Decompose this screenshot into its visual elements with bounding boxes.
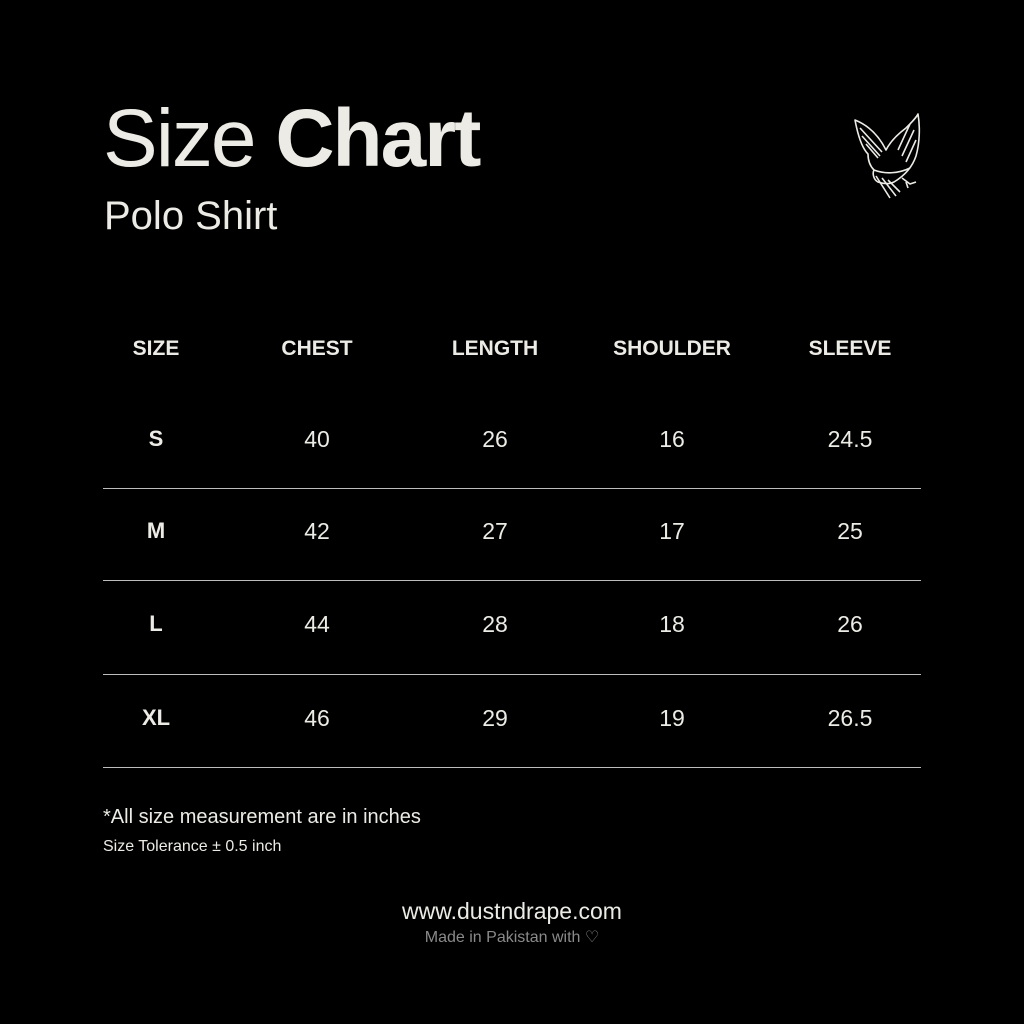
made-in-text: Made in Pakistan with ♡ [424, 929, 600, 946]
cell-sleeve: 26 [837, 611, 863, 637]
cell-size: L [149, 611, 163, 636]
header-length: LENGTH [451, 337, 539, 360]
units-note: *All size measurement are in inches [103, 806, 421, 828]
cell-chest: 42 [304, 518, 330, 544]
cell-chest: 46 [304, 705, 330, 731]
row-divider [103, 767, 921, 768]
page-title: Size Chart [103, 98, 481, 180]
header-size: SIZE [132, 337, 180, 360]
cell-sleeve: 25 [837, 518, 863, 544]
cell-shoulder: 16 [659, 426, 685, 452]
cell-length: 29 [482, 705, 508, 731]
cell-shoulder: 18 [659, 611, 685, 637]
header-shoulder: SHOULDER [613, 337, 731, 360]
row-divider [103, 674, 921, 675]
cell-length: 27 [482, 518, 508, 544]
cell-size: S [148, 426, 164, 451]
subtitle: Polo Shirt [104, 194, 278, 238]
cell-length: 26 [482, 426, 508, 452]
cell-shoulder: 19 [659, 705, 685, 731]
header-sleeve: SLEEVE [808, 337, 892, 360]
title-light: Size [103, 93, 257, 184]
website-link[interactable]: www.dustndrape.com [402, 898, 622, 924]
tolerance-note: Size Tolerance ± 0.5 inch [103, 838, 282, 855]
cell-sleeve: 26.5 [827, 705, 873, 731]
eagle-icon [850, 112, 926, 202]
row-divider [103, 488, 921, 489]
cell-chest: 44 [304, 611, 330, 637]
cell-size: M [146, 518, 166, 543]
title-bold: Chart [275, 93, 481, 184]
cell-chest: 40 [304, 426, 330, 452]
header-chest: CHEST [281, 337, 353, 360]
cell-size: XL [141, 705, 171, 730]
row-divider [103, 580, 921, 581]
cell-shoulder: 17 [659, 518, 685, 544]
cell-length: 28 [482, 611, 508, 637]
cell-sleeve: 24.5 [827, 426, 873, 452]
